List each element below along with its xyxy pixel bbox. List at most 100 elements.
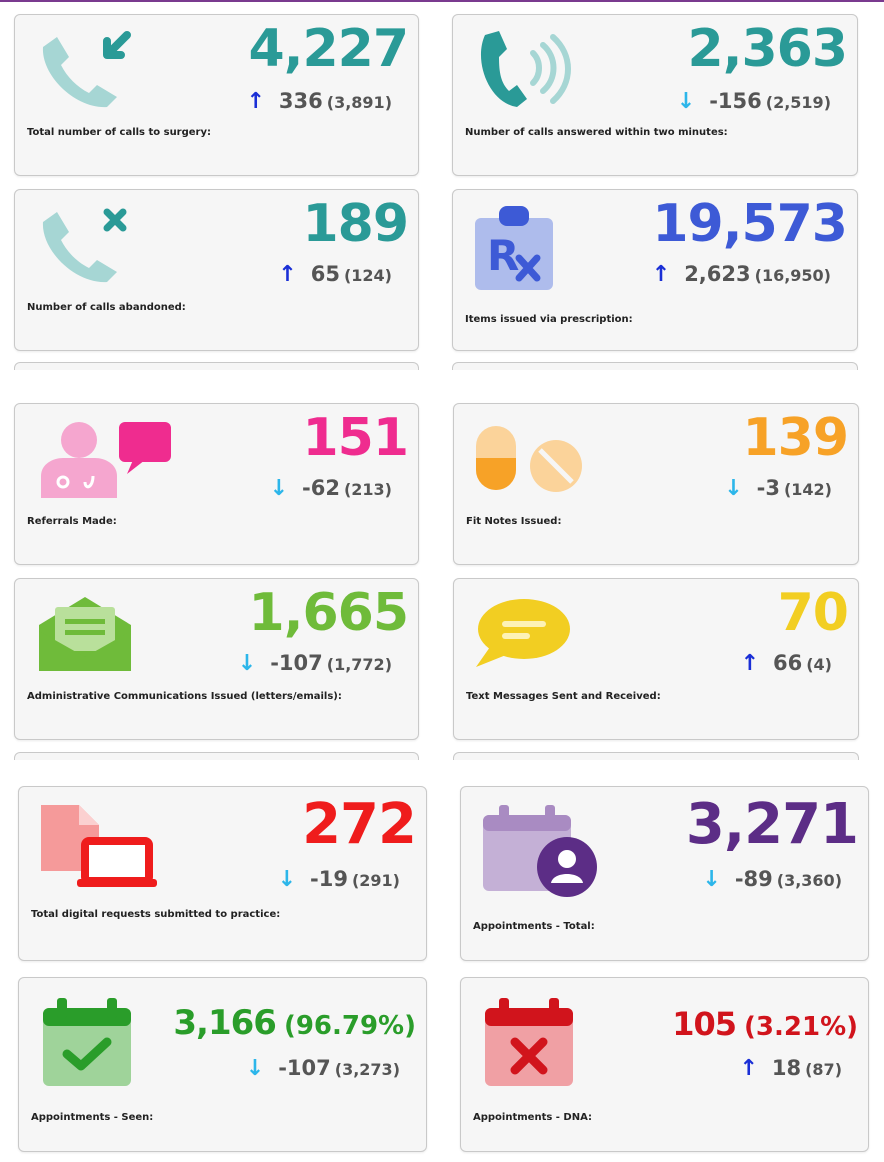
change-value: 2,623 <box>684 262 751 286</box>
arrow-up-icon: ↑ <box>246 89 265 114</box>
card-edge <box>452 362 858 370</box>
arrow-down-icon: ↓ <box>237 651 257 676</box>
arrow-up-icon: ↑ <box>651 262 671 287</box>
metric-value: 189 <box>302 194 409 254</box>
metric-value: 19,573 <box>652 194 848 254</box>
card-appointments-dna: 105 (3.21%) ↑ 18 (87) Appointments - DNA: <box>460 977 869 1152</box>
metric-change: ↑ 65 (124) <box>278 264 392 286</box>
metric-value: 272 <box>302 792 417 857</box>
digital-request-laptop-icon <box>41 805 157 887</box>
metric-change: ↑ 2,623 (16,950) <box>652 264 831 286</box>
calendar-check-icon <box>43 998 131 1086</box>
open-envelope-icon <box>39 597 131 671</box>
metric-percentage: (3.21%) <box>744 1012 858 1042</box>
change-value: -107 <box>278 1056 331 1080</box>
phone-ringing-icon <box>480 31 571 107</box>
previous-value: (3,360) <box>776 871 842 890</box>
phone-incoming-icon <box>42 31 131 108</box>
metric-change: ↑ 18 (87) <box>739 1058 842 1080</box>
card-referrals: 151 ↓ -62 (213) Referrals Made: <box>14 403 419 565</box>
card-prescription-items: R 19,573 ↑ 2,623 (16,950) Items issued via… <box>452 189 858 351</box>
previous-value: (87) <box>805 1060 842 1079</box>
metric-label: Total digital requests submitted to prac… <box>31 909 281 920</box>
metric-label: Total number of calls to surgery: <box>27 127 212 138</box>
metric-change: ↑ 336 (3,891) <box>246 91 392 113</box>
metric-value: 105 (3.21%) <box>672 1005 858 1043</box>
metric-value: 1,665 <box>248 583 409 643</box>
card-edge <box>453 752 859 760</box>
svg-text:R: R <box>487 231 519 280</box>
calendar-cross-icon <box>485 998 573 1086</box>
change-value: 18 <box>771 1056 802 1080</box>
metric-value: 3,166 (96.79%) <box>173 1003 416 1043</box>
metric-label: Referrals Made: <box>27 516 117 527</box>
card-fit-notes: 139 ↓ -3 (142) Fit Notes Issued: <box>453 403 859 565</box>
arrow-down-icon: ↓ <box>245 1056 265 1081</box>
previous-value: (3,273) <box>334 1060 400 1079</box>
previous-value: (124) <box>343 266 392 285</box>
pills-icon <box>476 426 582 492</box>
metric-value: 70 <box>777 583 849 643</box>
previous-value: (4) <box>806 655 832 674</box>
card-appointments-total: 3,271 ↓ -89 (3,360) Appointments - Total: <box>460 786 869 961</box>
doctor-referral-icon <box>41 422 171 498</box>
card-calls-to-surgery: 4,227 ↑ 336 (3,891) Total number of calls … <box>14 14 419 176</box>
arrow-down-icon: ↓ <box>277 867 297 892</box>
metric-label: Administrative Communications Issued (le… <box>27 691 342 702</box>
arrow-down-icon: ↓ <box>702 867 721 892</box>
metric-change: ↓ -62 (213) <box>270 478 392 500</box>
change-value: -156 <box>709 89 762 113</box>
calendar-person-icon <box>483 805 597 897</box>
arrow-down-icon: ↓ <box>269 476 289 501</box>
metric-change: ↓ -107 (3,273) <box>246 1058 400 1080</box>
metric-value: 151 <box>302 408 409 468</box>
change-value: -89 <box>734 867 773 891</box>
arrow-up-icon: ↑ <box>278 262 297 287</box>
change-value: -3 <box>756 476 780 500</box>
metric-change: ↓ -3 (142) <box>724 478 832 500</box>
previous-value: (2,519) <box>765 93 831 112</box>
metric-value: 139 <box>742 408 849 468</box>
metric-label: Items issued via prescription: <box>465 314 633 325</box>
metric-change: ↓ -19 (291) <box>278 869 400 891</box>
change-value: 336 <box>278 89 323 113</box>
arrow-up-icon: ↑ <box>739 1056 758 1081</box>
metric-label: Fit Notes Issued: <box>466 516 562 527</box>
card-edge <box>14 752 419 760</box>
previous-value: (213) <box>343 480 392 499</box>
speech-bubble-icon <box>476 599 570 667</box>
previous-value: (291) <box>351 871 400 890</box>
metric-percentage: (96.79%) <box>283 1011 416 1041</box>
card-edge <box>14 362 419 370</box>
prescription-clipboard-icon: R <box>475 206 553 290</box>
card-calls-answered: 2,363 ↓ -156 (2,519) Number of calls answe… <box>452 14 858 176</box>
metric-label: Number of calls abandoned: <box>27 302 186 313</box>
metric-value: 3,271 <box>685 792 859 857</box>
change-value: 65 <box>310 262 340 286</box>
arrow-down-icon: ↓ <box>724 476 743 501</box>
metric-label: Text Messages Sent and Received: <box>466 691 661 702</box>
metric-label: Appointments - Total: <box>473 921 595 932</box>
metric-value: 2,363 <box>687 19 848 79</box>
metric-label: Appointments - Seen: <box>31 1112 154 1123</box>
change-value: -107 <box>270 651 323 675</box>
card-admin-comms: 1,665 ↓ -107 (1,772) Administrative Commun… <box>14 578 419 740</box>
phone-missed-icon <box>42 208 127 283</box>
metric-label: Appointments - DNA: <box>473 1112 593 1123</box>
metric-change: ↓ -107 (1,772) <box>238 653 392 675</box>
previous-value: (16,950) <box>754 266 831 285</box>
previous-value: (3,891) <box>326 93 392 112</box>
metric-label: Number of calls answered within two minu… <box>465 127 728 138</box>
change-value: 66 <box>773 651 803 675</box>
card-appointments-seen: 3,166 (96.79%) ↓ -107 (3,273) Appointments … <box>18 977 427 1152</box>
previous-value: (1,772) <box>326 655 392 674</box>
card-digital-requests: 272 ↓ -19 (291) Total digital requests sub… <box>18 786 427 961</box>
metric-change: ↓ -89 (3,360) <box>702 869 842 891</box>
card-calls-abandoned: 189 ↑ 65 (124) Number of calls abandoned: <box>14 189 419 351</box>
top-divider <box>0 0 884 2</box>
arrow-down-icon: ↓ <box>676 89 696 114</box>
metric-change: ↑ 66 (4) <box>741 653 832 675</box>
card-text-messages: 70 ↑ 66 (4) Text Messages Sent and Receive… <box>453 578 859 740</box>
change-value: -19 <box>310 867 348 891</box>
previous-value: (142) <box>783 480 832 499</box>
